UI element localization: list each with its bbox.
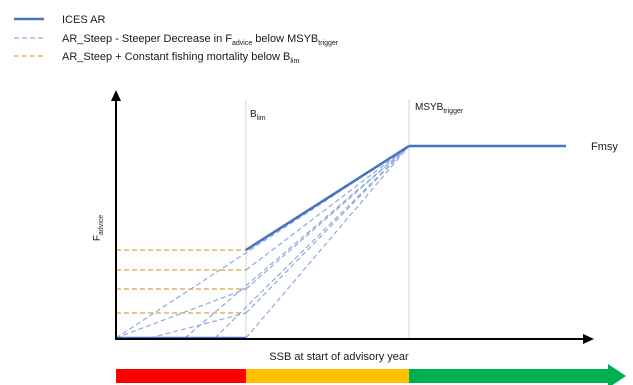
constant-f-lines [116,249,246,314]
legend-label-ices-ar: ICES AR [62,14,105,26]
legend-label-steep: AR_Steep - Steeper Decrease in Fadvice b… [62,33,339,47]
steep-line-8 [245,145,410,339]
legend-label-constant: AR_Steep + Constant fishing mortality be… [62,51,299,65]
y-axis-arrowhead [111,90,121,101]
steep-line-5 [245,145,410,314]
status-arrow-bar [116,364,626,385]
status-segment-green [409,369,609,383]
steep-decrease-lines [115,145,410,339]
steep-line-6 [184,145,410,339]
legend: ICES AR AR_Steep - Steeper Decrease in F… [14,14,339,65]
steep-line-4 [149,312,247,339]
fmsy-label: Fmsy [591,141,618,153]
legend-item-ices-ar: ICES AR [14,14,105,26]
ices-ar-line [116,144,566,340]
steep-line-3 [245,145,410,290]
x-axis-arrowhead [583,334,594,344]
status-segment-amber [246,369,409,383]
status-segment-red [116,369,246,383]
legend-item-constant: AR_Steep + Constant fishing mortality be… [14,51,299,65]
axes [111,90,594,344]
legend-item-steep: AR_Steep - Steeper Decrease in Fadvice b… [14,33,339,47]
y-axis-label: Fadvice [92,215,105,241]
steep-line-2 [115,288,247,339]
steep-line-7 [214,145,410,339]
ices-ar-ramp [245,144,410,252]
blim-label: Blim [250,109,266,122]
x-axis-label: SSB at start of advisory year [269,351,409,363]
steep-line-9 [245,145,410,271]
msy-trigger-label: MSYBtrigger [415,102,464,115]
status-arrowhead [608,364,626,385]
